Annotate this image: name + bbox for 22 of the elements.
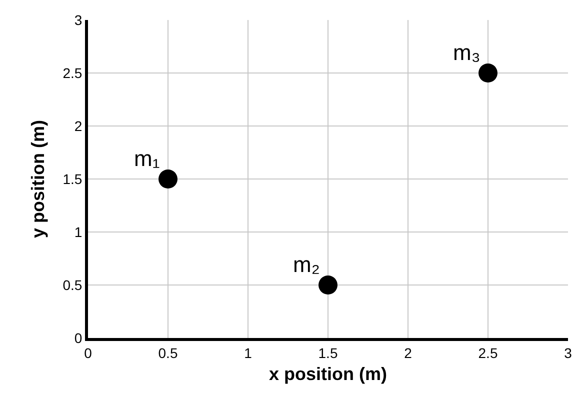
point xyxy=(318,276,338,294)
y-tick-label: 1 xyxy=(74,224,82,240)
y-tick-label: 1.5 xyxy=(62,170,82,187)
x-axis-title: x position (m) xyxy=(269,364,387,384)
x-tick-label: 2.5 xyxy=(478,344,498,361)
y-tick-label: 2.5 xyxy=(62,64,82,81)
y-tick-label: 2 xyxy=(74,118,82,134)
x-tick-label: 2 xyxy=(404,344,412,361)
point xyxy=(158,170,178,188)
point xyxy=(478,64,498,82)
x-tick-label: 1.5 xyxy=(318,344,338,361)
y-axis-title: y position (m) xyxy=(28,120,48,238)
y-tick-label: 3 xyxy=(74,12,82,28)
y-tick-label: 0 xyxy=(74,330,82,346)
annotation: m₁ xyxy=(134,146,160,171)
annotation: m₂ xyxy=(293,252,320,277)
x-tick-label: 3 xyxy=(564,344,572,361)
x-tick-label: 1 xyxy=(244,344,252,361)
y-tick-label: 0.5 xyxy=(62,276,82,293)
annotation: m₃ xyxy=(453,40,480,65)
x-tick-label: 0.5 xyxy=(158,344,178,361)
x-tick-label: 0 xyxy=(84,344,92,361)
